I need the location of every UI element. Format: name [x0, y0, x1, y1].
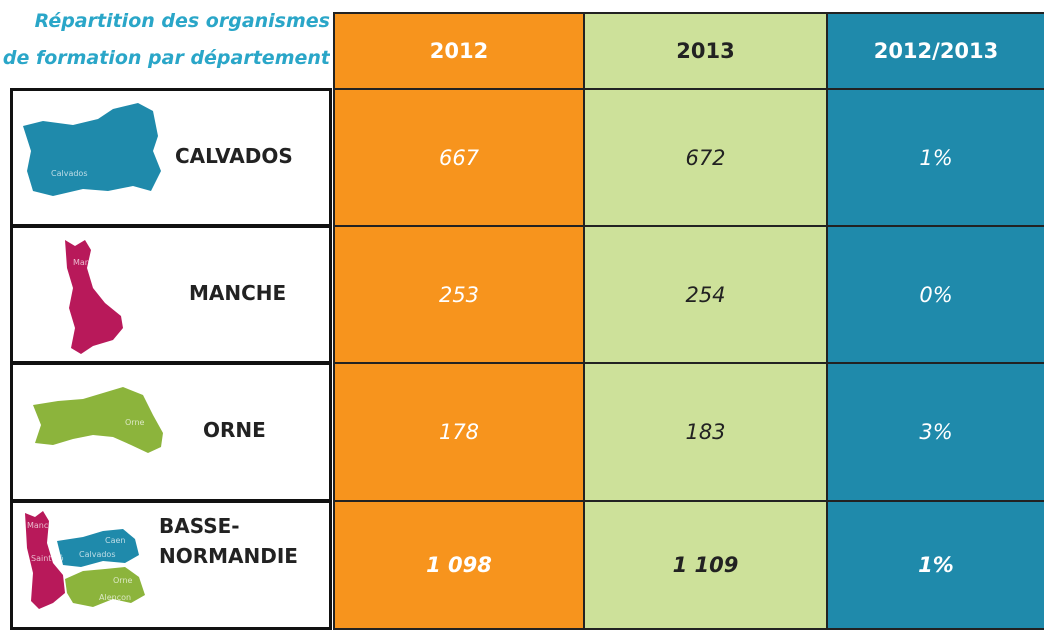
department-name: ORNE [203, 415, 266, 445]
map-label: Calvados [79, 550, 116, 559]
value-cell: 178 [333, 362, 585, 502]
map: Manche [65, 240, 123, 354]
value-cell: 672 [583, 88, 828, 227]
title: Répartition des organismes de formation … [0, 6, 330, 76]
map-label: Alençon [99, 593, 131, 602]
header-cell: 2013 [583, 12, 828, 90]
total-cell: 1 098 [333, 500, 585, 630]
department-line: BASSE- [159, 514, 240, 538]
department-cell: Manche Saint-Lô Caen Calvados Orne Alenç… [10, 500, 332, 630]
value-cell: 183 [583, 362, 828, 502]
map: Orne [33, 387, 163, 453]
department-line: ORNE [203, 418, 266, 442]
map-label: Calvados [51, 169, 88, 178]
value-cell: 253 [333, 225, 585, 364]
value-cell: 0% [826, 225, 1044, 364]
total-cell: 1% [826, 500, 1044, 630]
header-cell: 2012 [333, 12, 585, 90]
department-cell: Orne ORNE [10, 362, 332, 502]
map: Manche Saint-Lô Caen Calvados Orne Alenç… [25, 511, 145, 609]
department-line: CALVADOS [175, 144, 293, 168]
map-label: Orne [125, 418, 145, 427]
value-cell: 1% [826, 88, 1044, 227]
map: Calvados [23, 103, 161, 196]
department-line: NORMANDIE [159, 544, 298, 568]
value-cell: 254 [583, 225, 828, 364]
map-label: Manche [27, 521, 58, 530]
title-line: Répartition des organismes [34, 10, 330, 32]
title-line: de formation par département [2, 47, 330, 69]
value-cell: 3% [826, 362, 1044, 502]
department-name: MANCHE [189, 278, 286, 308]
department-name: BASSE- NORMANDIE [159, 511, 298, 571]
header-cell: 2012/2013 [826, 12, 1044, 90]
value-cell: 667 [333, 88, 585, 227]
department-name: CALVADOS [175, 141, 293, 171]
map-label: Caen [105, 536, 125, 545]
department-line: MANCHE [189, 281, 287, 305]
map-label: Manche [73, 258, 104, 267]
map-label: Saint-Lô [31, 553, 64, 563]
department-cell: Manche MANCHE [10, 225, 332, 364]
department-cell: Calvados CALVADOS [10, 88, 332, 227]
total-cell: 1 109 [583, 500, 828, 630]
map-label: Orne [113, 576, 133, 585]
